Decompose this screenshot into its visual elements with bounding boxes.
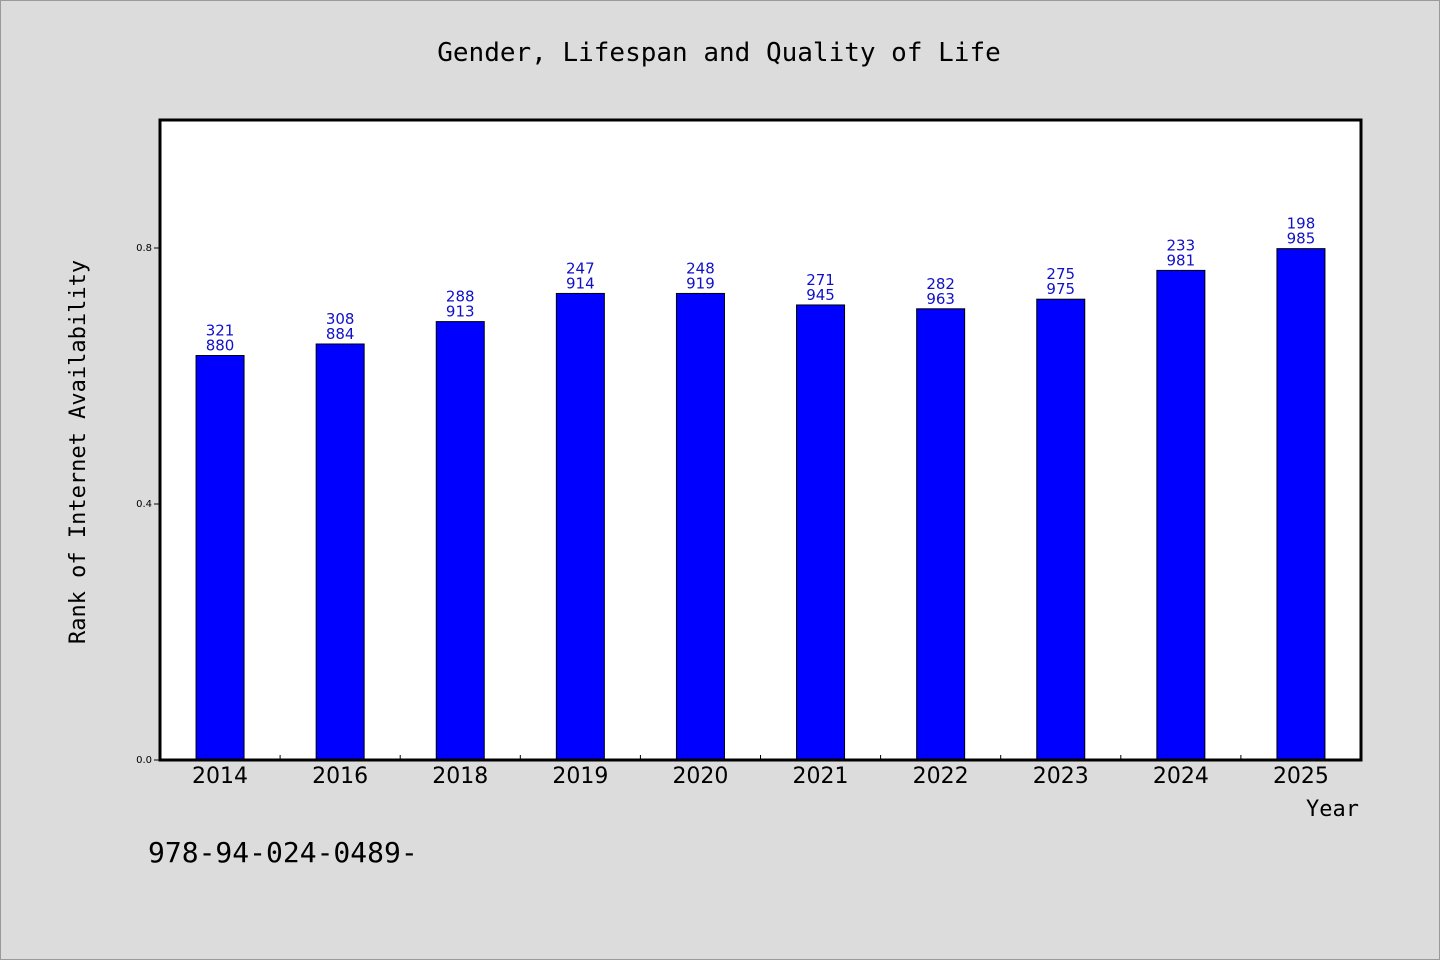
chart-title: Gender, Lifespan and Quality of Life bbox=[437, 38, 1001, 68]
data-label-top-2014: 321 bbox=[206, 322, 235, 340]
data-label-bottom-2019: 914 bbox=[566, 274, 595, 292]
x-tick-label-2018: 2018 bbox=[432, 764, 488, 789]
y-ticks-group: 0.0 0.4 0.8 bbox=[136, 243, 160, 766]
data-label-top-2021: 271 bbox=[806, 271, 835, 289]
y-tick-label: 0.8 bbox=[136, 243, 152, 254]
y-axis-label: Rank of Internet Availability bbox=[66, 260, 91, 644]
x-tick-label-2022: 2022 bbox=[913, 764, 969, 789]
bar-2018 bbox=[435, 321, 485, 761]
x-tick-label-2023: 2023 bbox=[1033, 764, 1089, 789]
bar-2022 bbox=[916, 308, 966, 761]
x-tick-label-2024: 2024 bbox=[1153, 764, 1209, 789]
bar-2019 bbox=[555, 292, 605, 761]
data-label-bottom-2018: 913 bbox=[446, 303, 475, 321]
data-label-bottom-2020: 919 bbox=[686, 274, 715, 292]
data-label-top-2024: 233 bbox=[1167, 236, 1196, 254]
footnote-isbn: 978-94-024-0489- bbox=[148, 836, 418, 869]
x-tick-label-2025: 2025 bbox=[1273, 764, 1329, 789]
bar-2021 bbox=[796, 304, 846, 761]
bar-2020 bbox=[675, 292, 725, 761]
bar-2024 bbox=[1156, 269, 1206, 761]
data-label-bottom-2025: 985 bbox=[1287, 230, 1316, 248]
y-tick-label: 0.4 bbox=[136, 499, 152, 510]
data-label-bottom-2016: 884 bbox=[326, 325, 355, 343]
bar-2016 bbox=[315, 343, 365, 761]
data-label-bottom-2014: 880 bbox=[206, 337, 235, 355]
x-ticks-group: 2014 2016 2018 2019 2020 2021 2022 2023 2024 2025 bbox=[192, 755, 1329, 789]
plot-border bbox=[158, 118, 1363, 762]
bar-2014 bbox=[195, 355, 245, 761]
data-label-top-2016: 308 bbox=[326, 310, 355, 328]
data-label-bottom-2023: 975 bbox=[1046, 280, 1075, 298]
x-tick-label-2021: 2021 bbox=[793, 764, 849, 789]
data-label-bottom-2024: 981 bbox=[1167, 251, 1196, 269]
data-label-top-2023: 275 bbox=[1046, 265, 1075, 283]
data-label-bottom-2021: 945 bbox=[806, 286, 835, 304]
data-label-top-2022: 282 bbox=[926, 275, 955, 293]
data-label-bottom-2022: 963 bbox=[926, 290, 955, 308]
data-label-top-2018: 288 bbox=[446, 288, 475, 306]
x-tick-label-2016: 2016 bbox=[312, 764, 368, 789]
bars-group bbox=[195, 248, 1326, 761]
data-label-top-2020: 248 bbox=[686, 259, 715, 277]
y-tick-label: 0.0 bbox=[136, 755, 152, 766]
x-tick-label-2020: 2020 bbox=[672, 764, 728, 789]
x-tick-label-2019: 2019 bbox=[552, 764, 608, 789]
data-label-top-2019: 247 bbox=[566, 259, 595, 277]
bar-2023 bbox=[1036, 298, 1086, 761]
x-tick-label-2014: 2014 bbox=[192, 764, 248, 789]
data-label-top-2025: 198 bbox=[1287, 215, 1316, 233]
bar-2025 bbox=[1276, 248, 1326, 761]
x-axis-label: Year bbox=[1306, 797, 1359, 822]
